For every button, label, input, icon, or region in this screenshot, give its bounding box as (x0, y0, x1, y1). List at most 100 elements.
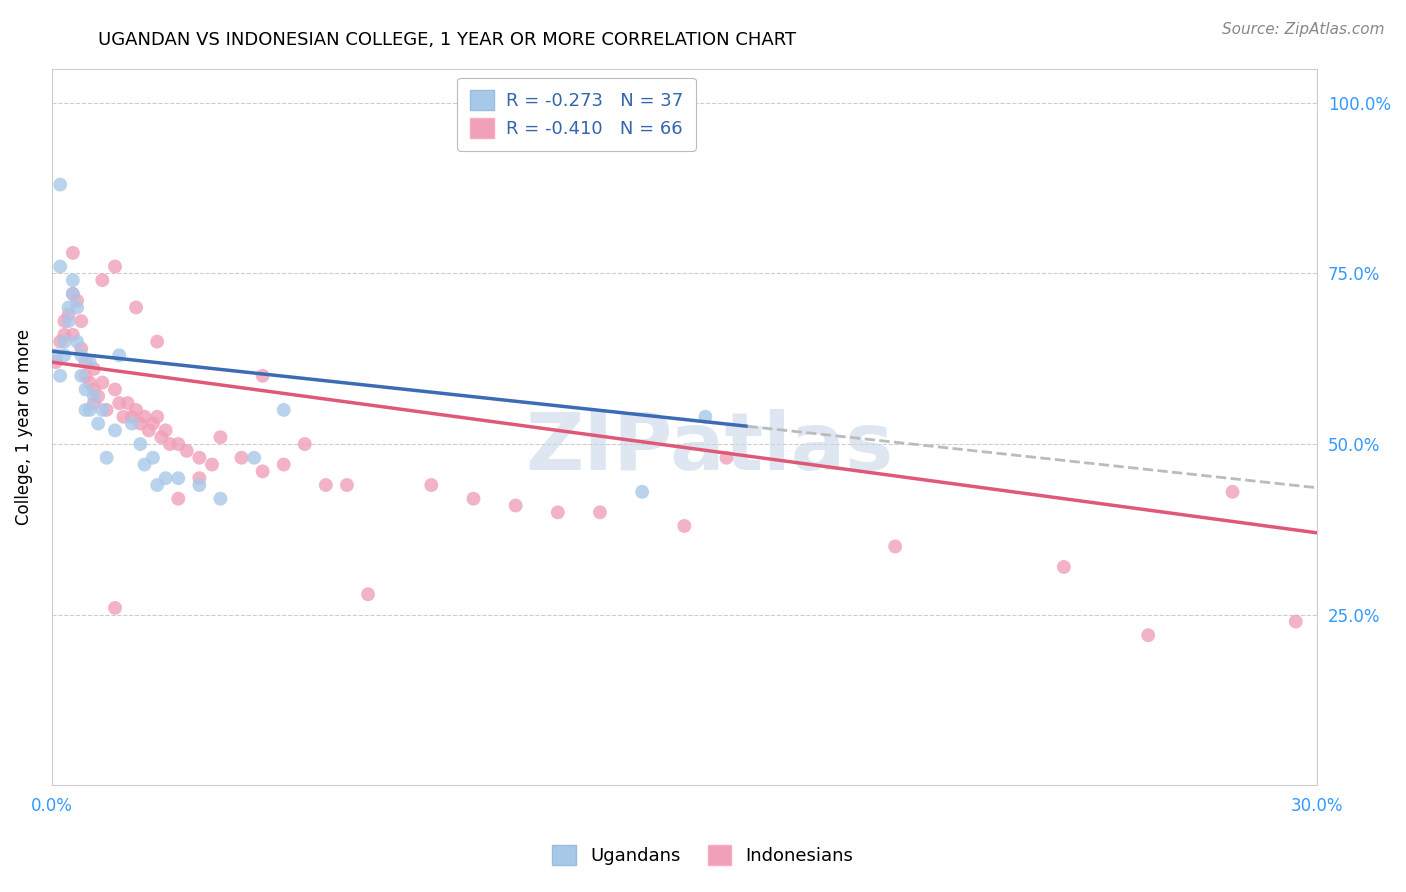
Point (231, 450, 253, 465)
Point (87, 389, 110, 403)
Point (58, 307, 80, 321)
Point (49, 260, 72, 274)
Point (252, 464, 274, 478)
Point (294, 437, 316, 451)
Point (188, 471, 211, 485)
Point (62, 286, 84, 301)
Point (53, 314, 76, 328)
Point (104, 260, 127, 274)
Point (129, 417, 152, 431)
Point (79, 376, 101, 390)
Point (631, 484, 654, 499)
Point (357, 587, 380, 601)
Point (49, 368, 72, 383)
Point (70, 368, 93, 383)
Point (83, 389, 105, 403)
Point (62, 286, 84, 301)
Point (83, 362, 105, 376)
Point (463, 491, 485, 506)
Point (273, 403, 295, 417)
Point (167, 437, 190, 451)
Point (134, 458, 156, 472)
Point (108, 396, 131, 410)
Point (62, 327, 84, 342)
Point (129, 437, 152, 451)
Legend: R = -0.273   N = 37, R = -0.410   N = 66: R = -0.273 N = 37, R = -0.410 N = 66 (457, 78, 696, 151)
Point (146, 409, 169, 424)
Point (58, 301, 80, 315)
Point (121, 409, 143, 424)
Point (167, 471, 190, 485)
Point (125, 301, 148, 315)
Point (146, 334, 169, 349)
Point (91, 376, 114, 390)
Point (75, 355, 97, 369)
Point (96, 450, 118, 465)
Point (66, 334, 89, 349)
Point (104, 601, 127, 615)
Point (142, 450, 165, 465)
Legend: Ugandans, Indonesians: Ugandans, Indonesians (543, 836, 863, 874)
Point (188, 478, 211, 492)
Point (243, 450, 266, 465)
Point (83, 396, 105, 410)
Point (209, 430, 232, 444)
Point (91, 403, 114, 417)
Point (884, 540, 907, 554)
Point (1222, 484, 1244, 499)
Point (53, 334, 76, 349)
Point (75, 383, 97, 397)
Point (420, 478, 443, 492)
Point (209, 491, 232, 506)
Point (589, 505, 612, 519)
Point (142, 417, 165, 431)
Point (45, 355, 67, 369)
Point (252, 368, 274, 383)
Y-axis label: College, 1 year or more: College, 1 year or more (15, 329, 32, 525)
Point (201, 458, 224, 472)
Point (70, 342, 93, 356)
Point (315, 478, 337, 492)
Point (121, 417, 143, 431)
Point (45, 348, 67, 362)
Text: Source: ZipAtlas.com: Source: ZipAtlas.com (1222, 22, 1385, 37)
Point (336, 478, 359, 492)
Point (108, 348, 131, 362)
Point (70, 314, 93, 328)
Point (167, 491, 190, 506)
Text: ZIPatlas: ZIPatlas (526, 409, 894, 488)
Point (505, 499, 527, 513)
Point (75, 368, 97, 383)
Point (66, 293, 89, 308)
Point (547, 505, 569, 519)
Point (79, 403, 101, 417)
Point (53, 348, 76, 362)
Point (117, 396, 139, 410)
Point (66, 301, 89, 315)
Point (87, 417, 110, 431)
Point (91, 273, 114, 287)
Text: UGANDAN VS INDONESIAN COLLEGE, 1 YEAR OR MORE CORRELATION CHART: UGANDAN VS INDONESIAN COLLEGE, 1 YEAR OR… (98, 31, 797, 49)
Point (1137, 628, 1160, 642)
Point (273, 458, 295, 472)
Point (1285, 615, 1308, 629)
Point (188, 450, 211, 465)
Point (176, 443, 198, 458)
Point (146, 478, 169, 492)
Point (104, 424, 127, 438)
Point (83, 383, 105, 397)
Point (96, 403, 118, 417)
Point (62, 245, 84, 260)
Point (138, 424, 160, 438)
Point (155, 471, 177, 485)
Point (695, 409, 717, 424)
Point (159, 437, 181, 451)
Point (79, 355, 101, 369)
Point (155, 424, 177, 438)
Point (70, 348, 93, 362)
Point (58, 314, 80, 328)
Point (49, 334, 72, 349)
Point (716, 450, 738, 465)
Point (62, 273, 84, 287)
Point (53, 327, 76, 342)
